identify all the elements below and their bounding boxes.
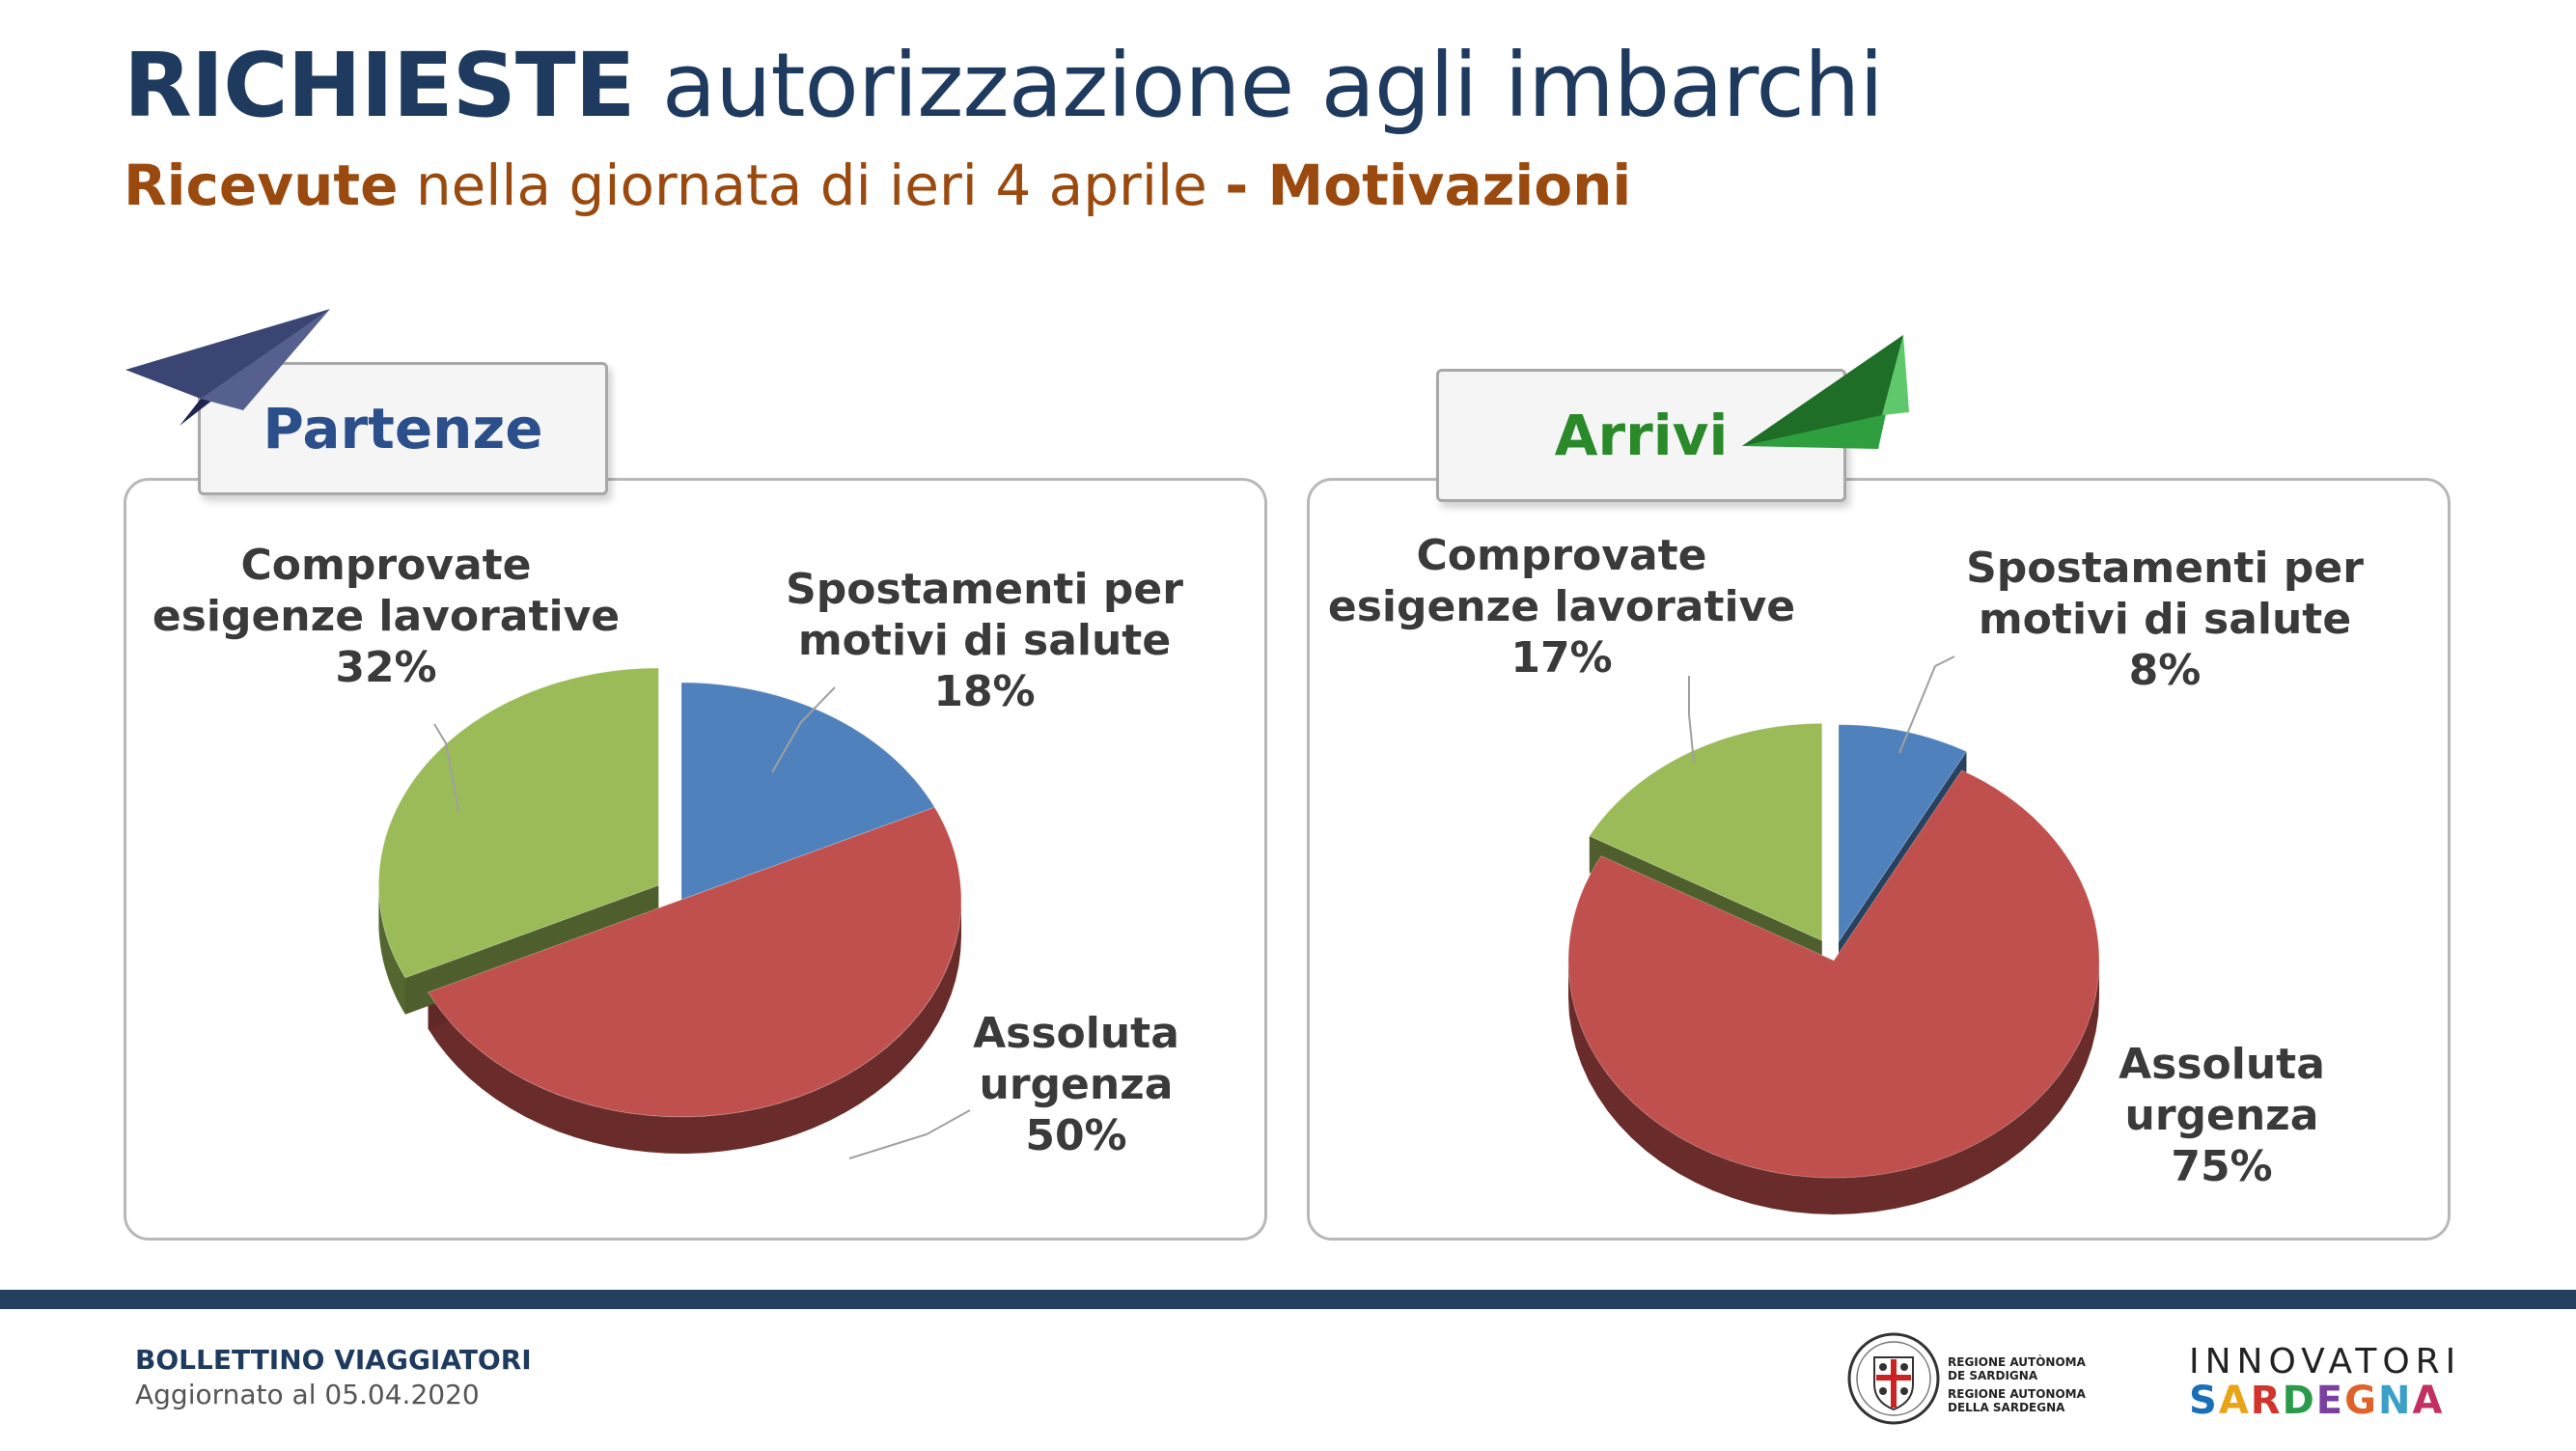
update-date: Aggiornato al 05.04.2020 (135, 1379, 480, 1410)
sardegna-letter: E (2315, 1379, 2345, 1423)
slice-percent-label: 8% (2129, 646, 2202, 695)
pie-slice-lavorative (1589, 722, 1823, 942)
slice-category-label: Assoluta (973, 1009, 1179, 1058)
title-bold: RICHIESTE (124, 34, 636, 137)
slice-category-label: Comprovate (240, 541, 531, 590)
subtitle-tail: - Motivazioni (1225, 153, 1632, 218)
subtitle-bold: Ricevute (124, 153, 399, 218)
slice-percent-label: 75% (2171, 1142, 2272, 1191)
footer-bar (0, 1290, 2576, 1309)
leader-line (433, 723, 459, 812)
region-seal-icon (1847, 1332, 1940, 1425)
slice-percent-label: 32% (335, 643, 436, 692)
slice-category-label: Spostamenti per (1966, 544, 2364, 593)
leader-line (771, 686, 836, 773)
leader-line (1688, 676, 1695, 764)
region-line: REGIONE AUTONOMA (1948, 1386, 2086, 1401)
sardegna-letter: N (2377, 1379, 2413, 1423)
region-name: REGIONE AUTÒNOMA DE SARDIGNA REGIONE AUT… (1948, 1355, 2141, 1415)
sardegna-letter: S (2189, 1379, 2219, 1423)
paper-plane-departure-icon (125, 309, 330, 426)
slice-category-label: esigenze lavorative (1328, 582, 1795, 631)
slice-category-label: motivi di salute (1979, 595, 2351, 644)
region-line: DELLA SARDEGNA (1948, 1401, 2065, 1415)
slice-category-label: Assoluta (2119, 1040, 2325, 1089)
pie-slice-salute (680, 682, 936, 901)
paper-plane-arrival-icon (1742, 335, 1909, 449)
slice-category-label: urgenza (980, 1060, 1174, 1109)
leader-line (848, 1109, 971, 1159)
sardegna-letter: R (2250, 1379, 2283, 1423)
pie-slice-side (378, 885, 405, 1015)
partenze-chart-title: Partenze (198, 362, 608, 495)
title-rest: autorizzazione agli imbarchi (634, 34, 1884, 137)
slice-percent-label: 17% (1510, 633, 1612, 683)
sardegna-letter: D (2282, 1379, 2316, 1423)
slice-category-label: Comprovate (1416, 531, 1706, 580)
bulletin-title: BOLLETTINO VIAGGIATORI (135, 1344, 532, 1376)
slice-percent-label: 18% (933, 667, 1035, 716)
leader-line (1898, 656, 1955, 754)
sardegna-logo-text: SARDEGNA (2189, 1379, 2444, 1423)
slice-category-label: esigenze lavorative (152, 592, 620, 641)
pie-slice-salute (1838, 724, 1968, 944)
sardegna-letter: G (2344, 1379, 2378, 1423)
slice-percent-label: 50% (1025, 1111, 1126, 1160)
innovatori-logo-text: INNOVATORI (2189, 1342, 2462, 1381)
page-subtitle: Ricevute nella giornata di ieri 4 aprile… (124, 153, 1631, 218)
page-title: RICHIESTE autorizzazione agli imbarchi (124, 34, 1884, 137)
region-line: DE SARDIGNA (1948, 1369, 2038, 1383)
slice-category-label: Spostamenti per (786, 565, 1183, 614)
sardegna-letter: A (2412, 1379, 2445, 1423)
sardegna-letter: A (2218, 1379, 2251, 1423)
pie-slice-urgenza (1567, 769, 2100, 1179)
region-line: REGIONE AUTÒNOMA (1948, 1355, 2086, 1369)
subtitle-rest: nella giornata di ieri 4 aprile (398, 153, 1226, 218)
slice-category-label: motivi di salute (798, 616, 1171, 665)
pie-slice-side (1568, 961, 2099, 1214)
slice-category-label: urgenza (2125, 1091, 2319, 1140)
pie-slice-lavorative (377, 667, 659, 979)
pie-slice-urgenza (427, 806, 962, 1118)
pie-slice-side (428, 900, 962, 1154)
